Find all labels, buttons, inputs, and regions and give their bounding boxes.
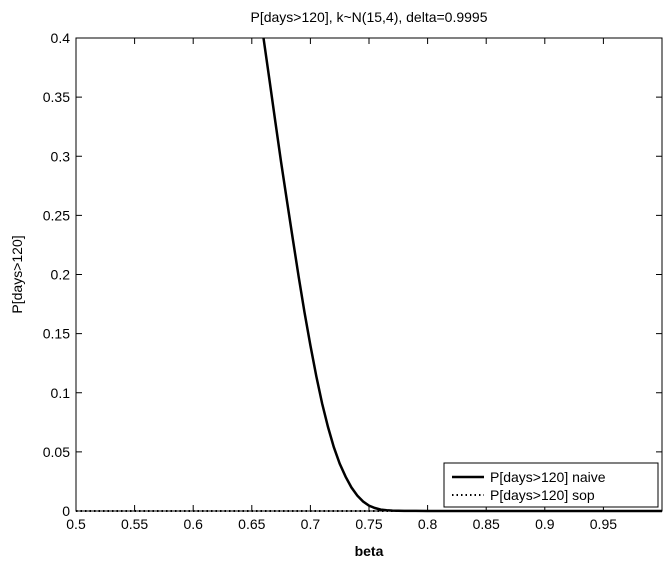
series-layer bbox=[76, 37, 662, 513]
axis-ticks: 0.5 0.55 0.6 0.65 0.7 0.75 0.8 0.85 0.9 0.95 0 0.05… bbox=[43, 30, 662, 532]
plot-area-frame bbox=[75, 37, 663, 512]
chart-title: P[days>120], k~N(15,4), delta=0.9995 bbox=[251, 9, 488, 25]
y-tick-label: 0.4 bbox=[51, 30, 71, 46]
y-tick-label: 0.1 bbox=[51, 385, 71, 401]
x-tick-label: 0.9 bbox=[535, 516, 555, 532]
legend: P[days>120] naive P[days>120] sop bbox=[443, 462, 659, 508]
y-tick-label: 0.25 bbox=[43, 207, 70, 223]
series-line-naive bbox=[262, 37, 662, 513]
x-tick-label: 0.6 bbox=[183, 516, 203, 532]
x-tick-label: 0.95 bbox=[590, 516, 617, 532]
x-tick-label: 0.5 bbox=[66, 516, 86, 532]
y-tick-label: 0.35 bbox=[43, 89, 70, 105]
y-axis-label: P[days>120] bbox=[9, 235, 25, 313]
y-tick-label: 0 bbox=[62, 503, 70, 519]
x-tick-label: 0.7 bbox=[301, 516, 321, 532]
x-tick-label: 0.8 bbox=[418, 516, 438, 532]
legend-label-naive: P[days>120] naive bbox=[490, 469, 606, 485]
y-tick-label: 0.15 bbox=[43, 326, 70, 342]
legend-box bbox=[443, 462, 659, 508]
legend-label-sop: P[days>120] sop bbox=[490, 487, 595, 503]
x-tick-label: 0.75 bbox=[355, 516, 382, 532]
x-tick-label: 0.85 bbox=[473, 516, 500, 532]
x-tick-label: 0.65 bbox=[238, 516, 265, 532]
y-tick-label: 0.05 bbox=[43, 444, 70, 460]
y-tick-label: 0.2 bbox=[51, 267, 71, 283]
y-tick-label: 0.3 bbox=[51, 148, 71, 164]
x-tick-label: 0.55 bbox=[121, 516, 148, 532]
x-axis-label: beta bbox=[355, 543, 384, 559]
